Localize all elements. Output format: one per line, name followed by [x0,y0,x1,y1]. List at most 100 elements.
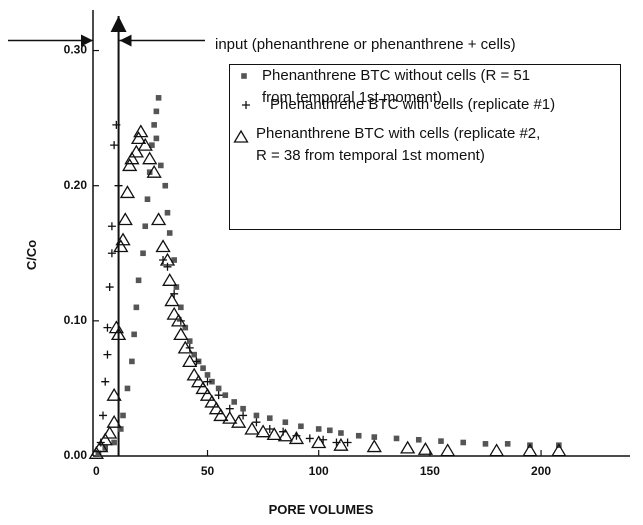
data-point [438,438,444,444]
data-point [166,230,173,236]
data-point [215,385,222,392]
x-tick-label: 50 [201,464,215,478]
data-point [440,443,456,457]
data-point [209,378,215,385]
data-point [173,284,180,290]
x-axis-label: PORE VOLUMES [269,502,374,517]
data-point [195,381,211,395]
data-point [151,122,157,128]
data-point [164,293,180,307]
data-point [204,372,211,378]
data-point [551,443,567,457]
data-point [117,212,133,226]
data-point [95,450,102,457]
data-point [182,354,198,368]
data-point [153,108,160,115]
data-point [213,408,229,422]
data-point [522,443,538,457]
data-point [146,169,153,175]
data-point [107,249,116,258]
data-point [112,120,121,129]
y-tick-label: 0.20 [64,178,88,192]
data-point [171,257,177,263]
data-point [231,414,247,428]
data-point [131,331,137,338]
data-point [265,424,274,433]
data-point [99,411,108,420]
data-point [190,374,207,388]
data-point [231,399,237,405]
data-point [129,358,135,365]
data-point [135,277,142,284]
data-point [166,306,182,320]
data-point [155,95,162,101]
data-point [311,435,327,449]
data-point [240,405,246,412]
data-point [162,182,169,189]
data-point [222,410,238,424]
y-tick-label: 0.10 [64,313,88,327]
legend: Phenanthrene BTC without cells (R = 51 f… [229,64,621,230]
data-point [107,222,116,231]
data-point [170,313,187,327]
data-point [106,387,122,401]
data-point [191,351,197,358]
data-point [200,365,206,371]
data-point [393,435,400,442]
data-point [366,439,382,453]
data-point [155,239,171,253]
legend-marker [233,129,249,143]
data-point [504,441,511,447]
data-point [305,434,314,443]
data-point [117,426,124,432]
data-point [333,437,349,451]
data-point [298,423,304,430]
data-point [214,391,223,400]
data-point [144,196,151,203]
data-point [182,324,189,331]
data-point [282,419,289,426]
data-point [115,232,131,246]
data-point [159,252,176,266]
data-point [146,164,162,178]
data-point [133,304,140,311]
x-tick-label: 100 [309,464,329,478]
data-point [97,432,113,446]
data-point [222,392,229,398]
data-point [253,412,260,419]
data-point [103,323,112,332]
data-point [119,185,136,199]
data-point [417,441,434,455]
data-point [130,131,147,145]
data-point [162,273,178,286]
data-point [355,432,362,439]
data-point [158,162,164,169]
data-point [288,431,305,445]
data-point [120,412,126,419]
data-point [371,434,378,440]
data-point [488,443,505,457]
data-point [315,426,322,432]
data-point [88,446,104,459]
annotation: input (phenanthrene or phenanthrene + ce… [215,36,516,53]
data-point [114,181,123,190]
data-point [101,377,110,386]
data-point [133,124,149,138]
data-point [266,427,282,441]
y-axis-label: C/Co [24,240,39,270]
data-point [415,436,422,443]
data-point [124,385,131,392]
data-point [128,144,144,158]
data-point [177,340,193,354]
y-tick-label: 0.30 [64,43,88,57]
data-point [277,428,293,442]
data-point [122,158,138,172]
data-point [208,401,225,415]
data-point [239,411,248,420]
data-point [178,304,184,311]
data-point [244,421,260,435]
legend-marker [241,73,247,79]
data-point [110,327,127,341]
